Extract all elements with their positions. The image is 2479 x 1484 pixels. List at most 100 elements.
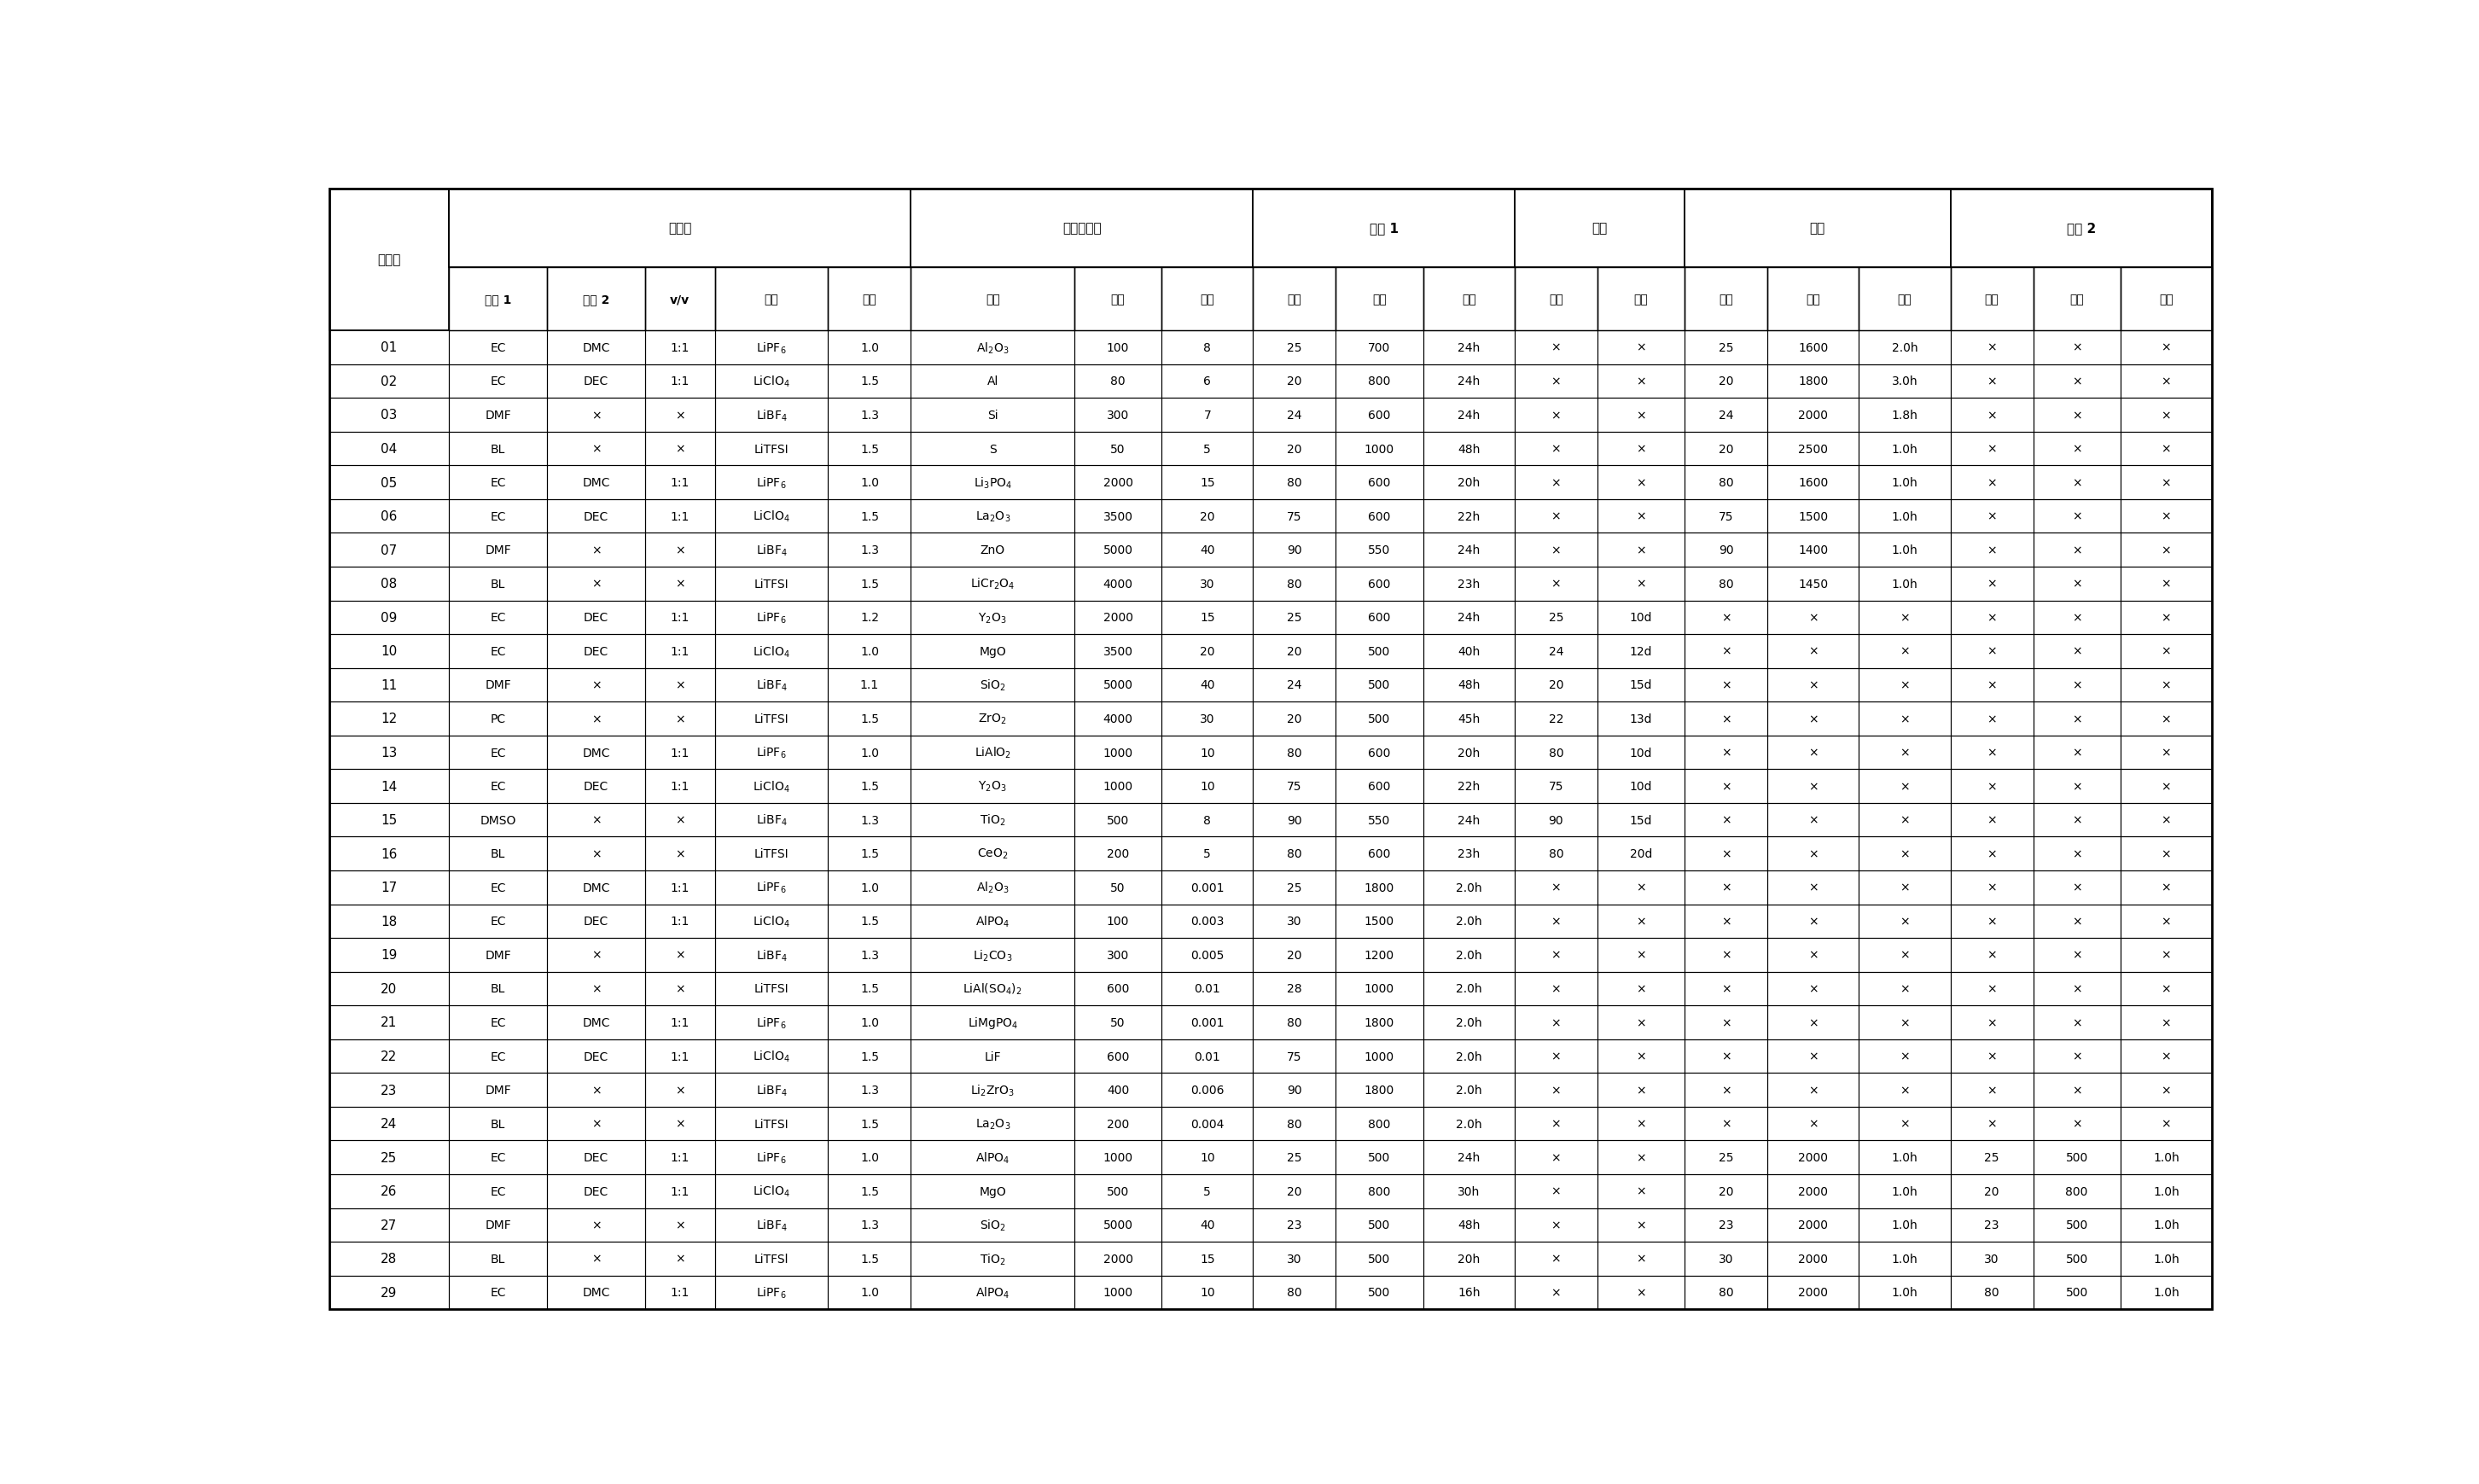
Bar <box>449 1006 548 1039</box>
Text: 21: 21 <box>382 1017 397 1028</box>
Text: DEC: DEC <box>583 781 607 792</box>
Text: 80: 80 <box>1718 476 1733 488</box>
Text: 24: 24 <box>1287 680 1301 692</box>
Bar <box>1951 1208 2033 1242</box>
Text: 28: 28 <box>1287 982 1301 994</box>
Bar <box>1686 1242 1768 1276</box>
Bar <box>1073 500 1163 533</box>
Text: EC: EC <box>491 476 506 488</box>
Text: 1.0: 1.0 <box>860 476 880 488</box>
Bar <box>828 466 910 500</box>
Bar <box>548 938 645 972</box>
Text: ×: × <box>590 815 600 827</box>
Bar <box>828 736 910 770</box>
Text: 20: 20 <box>1287 950 1301 962</box>
Text: ×: × <box>1720 1051 1730 1063</box>
Bar <box>2120 904 2211 938</box>
Bar <box>645 1141 714 1174</box>
Bar <box>645 1208 714 1242</box>
Text: 30: 30 <box>1200 579 1215 591</box>
Text: 24: 24 <box>1718 410 1733 421</box>
Text: 30: 30 <box>1287 916 1301 928</box>
Bar <box>1515 1242 1596 1276</box>
Text: ×: × <box>674 847 684 859</box>
Text: 80: 80 <box>1983 1287 1998 1298</box>
Text: EC: EC <box>491 746 506 758</box>
Bar <box>2033 702 2120 736</box>
Bar <box>2033 770 2120 803</box>
Text: 2.0h: 2.0h <box>1891 341 1919 353</box>
Bar <box>828 398 910 432</box>
Bar <box>2033 1006 2120 1039</box>
Bar <box>1163 668 1252 702</box>
Bar <box>1515 871 1596 904</box>
Text: ×: × <box>1807 815 1817 827</box>
Text: 80: 80 <box>1111 375 1125 387</box>
Bar <box>548 871 645 904</box>
Bar <box>1336 331 1423 365</box>
Bar <box>2033 267 2120 331</box>
Bar <box>1515 500 1596 533</box>
Text: DMC: DMC <box>583 341 610 353</box>
Text: ×: × <box>2072 646 2082 657</box>
Text: ×: × <box>1636 510 1646 522</box>
Bar <box>548 1073 645 1107</box>
Text: 1:1: 1:1 <box>669 510 689 522</box>
Bar <box>1163 1107 1252 1141</box>
Bar <box>1859 1276 1951 1309</box>
Text: 1000: 1000 <box>1103 1152 1133 1163</box>
Bar <box>449 1073 548 1107</box>
Bar <box>645 466 714 500</box>
Bar <box>645 904 714 938</box>
Bar <box>1252 1073 1336 1107</box>
Text: 1.0h: 1.0h <box>1891 1252 1919 1264</box>
Bar <box>548 1174 645 1208</box>
Bar <box>1336 702 1423 736</box>
Bar <box>1515 190 1686 267</box>
Bar <box>1768 904 1859 938</box>
Text: 温度: 温度 <box>1549 294 1564 306</box>
Bar <box>1596 770 1686 803</box>
Bar <box>714 601 828 635</box>
Text: AlPO$_4$: AlPO$_4$ <box>974 1150 1009 1165</box>
Bar <box>714 972 828 1006</box>
Text: 600: 600 <box>1368 510 1391 522</box>
Bar <box>645 500 714 533</box>
Bar <box>1073 837 1163 871</box>
Bar <box>1252 432 1336 466</box>
Text: ×: × <box>2072 712 2082 724</box>
Text: 15: 15 <box>1200 1252 1215 1264</box>
Text: 04: 04 <box>382 442 397 456</box>
Bar <box>828 331 910 365</box>
Text: 1.5: 1.5 <box>860 444 880 456</box>
Bar <box>1336 466 1423 500</box>
Text: ×: × <box>2072 680 2082 692</box>
Bar <box>1768 635 1859 668</box>
Bar <box>910 533 1073 567</box>
Text: ×: × <box>1986 916 1996 928</box>
Text: 22h: 22h <box>1458 781 1480 792</box>
Bar <box>714 803 828 837</box>
Text: ×: × <box>1807 1117 1817 1129</box>
Bar <box>1252 1208 1336 1242</box>
Text: DEC: DEC <box>583 1152 607 1163</box>
Text: 3500: 3500 <box>1103 646 1133 657</box>
Bar <box>1951 702 2033 736</box>
Bar <box>1859 1141 1951 1174</box>
Bar <box>910 1141 1073 1174</box>
Bar <box>1768 736 1859 770</box>
Text: 600: 600 <box>1368 746 1391 758</box>
Text: 20d: 20d <box>1629 847 1651 859</box>
Bar <box>1951 803 2033 837</box>
Text: ×: × <box>1986 646 1996 657</box>
Text: ×: × <box>2162 579 2172 591</box>
Bar <box>714 736 828 770</box>
Bar <box>1686 533 1768 567</box>
Text: ×: × <box>1899 815 1909 827</box>
Text: ×: × <box>2162 950 2172 962</box>
Text: LiBF$_4$: LiBF$_4$ <box>756 408 788 423</box>
Bar <box>1252 466 1336 500</box>
Text: ×: × <box>1636 410 1646 421</box>
Bar <box>1073 1039 1163 1073</box>
Text: 8: 8 <box>1202 815 1212 827</box>
